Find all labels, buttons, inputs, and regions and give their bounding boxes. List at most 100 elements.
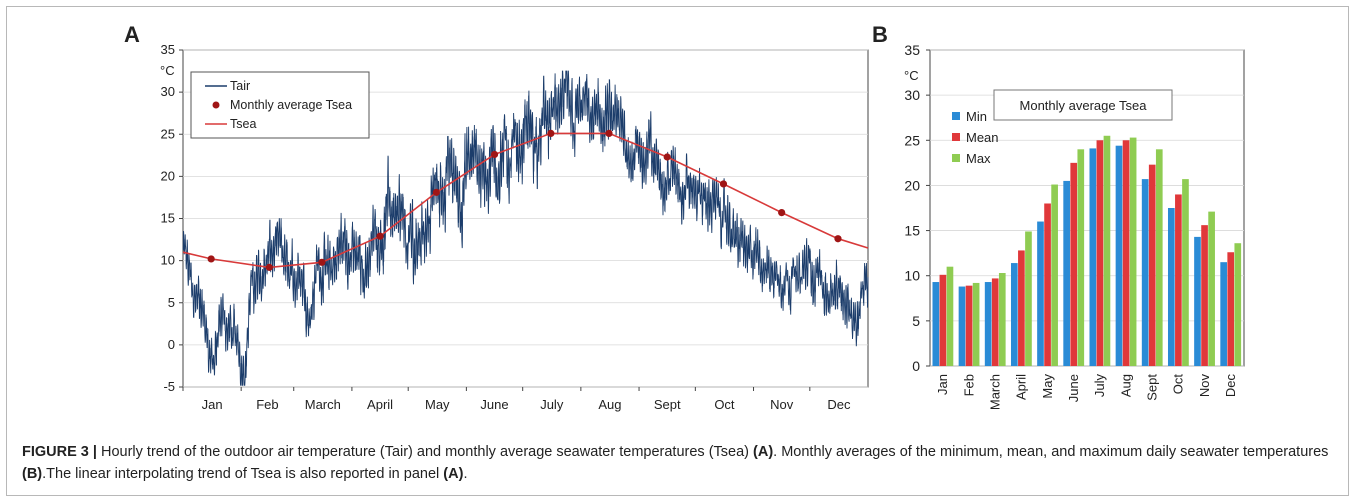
bar-max	[1129, 137, 1137, 366]
panel-a-x-tick-label: July	[540, 397, 564, 412]
panel-b-legend: Min Mean Max	[952, 109, 999, 166]
bar-min	[1037, 221, 1044, 366]
bar-min	[1089, 148, 1097, 366]
panel-b-title: Monthly average Tsea	[1020, 98, 1148, 113]
bar-mean	[1096, 140, 1104, 366]
tair-line	[182, 70, 869, 386]
bar-min	[1010, 263, 1018, 366]
panel-b-y-tick-label: 0	[912, 358, 920, 374]
panel-a-x-tick-label: Feb	[256, 397, 278, 412]
panel-b-y-tick-label: 15	[904, 223, 920, 239]
bar-min	[1220, 262, 1227, 366]
bar-max	[1025, 231, 1032, 366]
panel-a-y-ticks: -5 0 5 10 15 20 25 30 35	[161, 42, 183, 394]
bar-max	[972, 282, 980, 366]
panel-b-y-tick-label: 20	[904, 177, 920, 193]
caption-label: FIGURE 3 |	[22, 444, 97, 460]
panel-a-y-tick-label: 25	[161, 126, 175, 141]
panel-a-x-tick-label: June	[480, 397, 508, 412]
panel-a-y-tick-label: 30	[161, 84, 175, 99]
monthly-tsea-point	[547, 129, 555, 138]
figure-caption: FIGURE 3 | Hourly trend of the outdoor a…	[22, 441, 1332, 485]
panel-b-title-box	[993, 89, 1173, 121]
bar-mean	[939, 274, 947, 366]
panel-a-label: A	[124, 22, 140, 47]
caption-text-2: . Monthly averages of the minimum, mean,…	[773, 444, 1329, 460]
caption-text-3: .The linear interpolating trend of Tsea …	[42, 466, 444, 482]
monthly-tsea-point	[490, 150, 499, 159]
figure-canvas: A -5 0 5 10 15 20 25 30 35 °C Jan Feb March April Ma…	[124, 22, 1245, 412]
caption-text-1: Hourly trend of the outdoor air temperat…	[96, 444, 754, 460]
panel-a-y-tick-label: 35	[161, 42, 175, 57]
monthly-tsea-point	[376, 232, 384, 240]
caption-ref-a-2: (A)	[443, 466, 464, 482]
caption-text-4: .	[463, 466, 468, 482]
legend-mean-swatch	[952, 133, 960, 141]
panel-a-x-tick-label: Dec	[827, 397, 851, 412]
monthly-tsea-point	[318, 258, 326, 266]
bar-min	[1194, 236, 1201, 366]
panel-a-x-tick-label: Sept	[654, 397, 681, 412]
monthly-tsea-point	[207, 255, 215, 263]
panel-b-x-tick-label: Aug	[1118, 374, 1133, 397]
panel-a-y-tick-label: -5	[163, 379, 175, 394]
panel-b-x-ticks: Jan Feb March April May June July Aug Sept Oct Nov…	[935, 374, 1238, 411]
legend-monthly-label: Monthly average Tsea	[230, 98, 352, 112]
bar-min	[1141, 179, 1149, 366]
panel-b-x-tick-label: March	[987, 374, 1002, 410]
monthly-tsea-point	[432, 188, 440, 196]
bar-max	[1077, 149, 1085, 366]
panel-b-bars	[932, 135, 1242, 366]
panel-b-x-tick-label: June	[1066, 374, 1081, 402]
panel-a-y-tick-label: 0	[168, 337, 175, 352]
panel-a-x-tick-label: Nov	[770, 397, 794, 412]
bar-mean	[1122, 140, 1130, 366]
bar-mean	[1018, 250, 1025, 366]
caption-ref-a: (A)	[753, 444, 774, 460]
caption-ref-b: (B)	[22, 466, 43, 482]
bar-min	[1167, 208, 1175, 366]
panel-a-y-tick-label: 10	[161, 253, 175, 268]
bar-mean	[1148, 164, 1156, 366]
panel-b-x-tick-label: May	[1040, 374, 1055, 399]
bar-mean	[965, 285, 973, 366]
panel-b-x-tick-label: Dec	[1223, 374, 1238, 398]
bar-max	[1182, 179, 1189, 366]
panel-a-legend: Tair Monthly average Tsea Tsea	[190, 71, 370, 139]
panel-b-x-tick-label: Feb	[961, 374, 976, 396]
bar-mean	[1175, 194, 1182, 366]
panel-a-x-tick-label: Jan	[202, 397, 223, 412]
bar-mean	[1227, 252, 1235, 366]
bar-mean	[1201, 225, 1208, 366]
bar-mean	[991, 278, 999, 366]
monthly-tsea-point	[663, 153, 671, 161]
panel-b-y-unit: °C	[904, 68, 919, 83]
panel-b-x-tick-label: July	[1092, 374, 1107, 398]
panel-a-x-tick-label: May	[425, 397, 450, 412]
panel-a-x-tick-label: March	[305, 397, 341, 412]
panel-b-y-tick-label: 10	[904, 268, 920, 284]
bar-min	[1063, 180, 1070, 366]
panel-b-x-tick-label: Nov	[1197, 374, 1212, 398]
panel-a-x-tick-label: Oct	[714, 397, 735, 412]
bar-mean	[1070, 162, 1078, 366]
bar-max	[1155, 149, 1163, 366]
monthly-tsea-point	[605, 129, 613, 138]
panel-b-y-tick-label: 35	[904, 42, 920, 58]
panel-b-y-ticks: 0 5 10 15 20 25 30 35	[904, 42, 930, 374]
bar-max	[1103, 135, 1111, 366]
bar-min	[958, 286, 966, 366]
tsea-series	[182, 132, 869, 269]
bar-min	[932, 282, 940, 366]
bar-max	[998, 273, 1006, 366]
bar-min	[984, 282, 992, 366]
panel-a-legend-box	[190, 71, 370, 139]
panel-a-y-unit: °C	[160, 63, 175, 78]
bar-max	[1234, 243, 1242, 366]
legend-monthly-swatch	[212, 101, 220, 109]
panel-b-y-tick-label: 5	[912, 313, 920, 329]
legend-min-label: Min	[966, 109, 987, 124]
monthly-tsea-point	[265, 263, 273, 271]
bar-mean	[1044, 203, 1051, 366]
bar-max	[946, 266, 954, 366]
